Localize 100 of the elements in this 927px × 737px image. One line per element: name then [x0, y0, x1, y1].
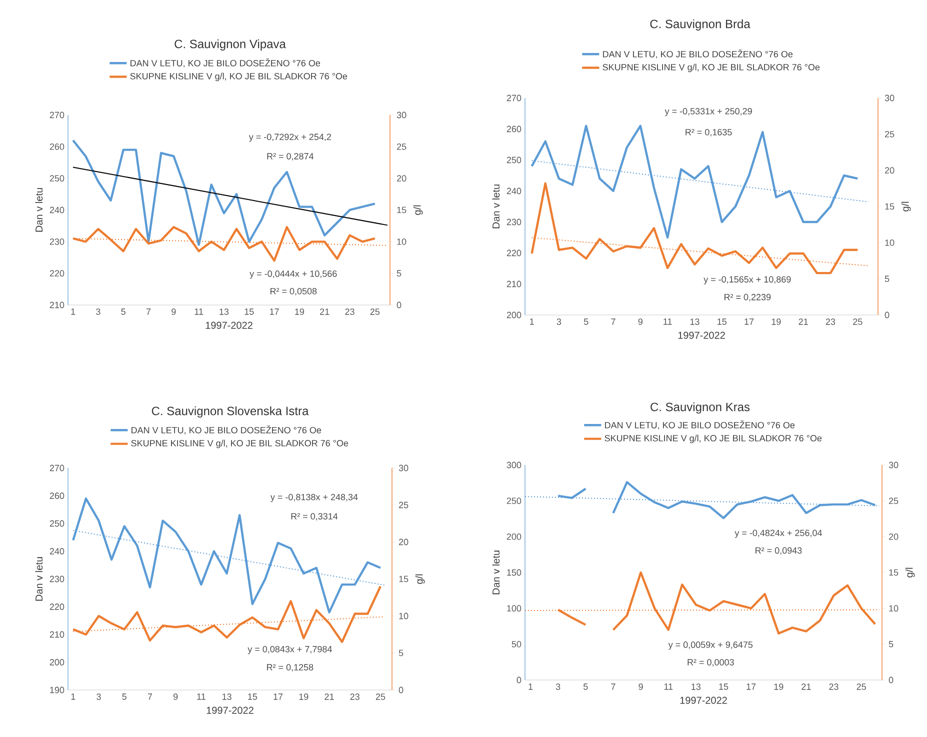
- y2-tick-label: 25: [396, 143, 406, 150]
- y-tick-label: 240: [506, 188, 522, 194]
- chart-title: C. Sauvignon Slovenska Istra: [152, 406, 309, 418]
- y-tick-label: 260: [50, 143, 64, 150]
- annotation: y = 0,0059x + 9,6475: [668, 642, 753, 650]
- y-tick-label: 200: [50, 659, 64, 666]
- chart-title: C. Sauvignon Vipava: [174, 39, 286, 51]
- x-tick-label: 23: [829, 684, 838, 690]
- legend-label: SKUPNE KISLINE V g/l, KO JE BIL SLADKOR 76 °Oe: [131, 440, 348, 448]
- y-tick-label: 250: [506, 498, 522, 504]
- x-tick-label: 25: [853, 318, 862, 325]
- y-axis-title: Dan v letu: [35, 188, 43, 232]
- annotation: y = 0,0843x + 7,7984: [248, 646, 332, 654]
- y-tick-label: 220: [50, 270, 64, 277]
- y2-axis-title: g/l: [415, 574, 425, 584]
- y-tick-label: 50: [512, 640, 522, 648]
- x-tick-label: 11: [197, 694, 206, 700]
- y2-tick-label: 15: [885, 203, 894, 210]
- x-tick-label: 3: [556, 318, 562, 325]
- y2-tick-label: 10: [397, 238, 406, 245]
- annotation: R² = 0,0943: [756, 547, 802, 555]
- x-tick-label: 17: [746, 684, 756, 690]
- y2-axis-title: g/l: [901, 202, 911, 212]
- legend-label: SKUPNE KISLINE V g/l, KO JE BIL SLADKOR 76 °Oe: [604, 434, 822, 444]
- x-tick-label: 7: [148, 694, 152, 700]
- x-tick-label: 9: [173, 694, 178, 700]
- legend-label: DAN V LETU, KO JE BILO DOSEŽENO °76 Oe: [605, 420, 795, 430]
- y-tick-label: 220: [50, 604, 64, 610]
- x-tick-label: 5: [121, 308, 126, 315]
- x-tick-label: 15: [244, 308, 254, 315]
- x-tick-label: 13: [690, 318, 700, 325]
- x-tick-label: 17: [274, 694, 283, 700]
- x-tick-label: 19: [774, 684, 784, 690]
- y-tick-label: 250: [506, 156, 522, 164]
- annotation: y = -0,0444x + 10,566: [250, 270, 337, 279]
- x-tick-label: 9: [172, 308, 176, 315]
- y2-axis-title: g/l: [413, 205, 423, 215]
- x-tick-label: 9: [638, 684, 643, 690]
- x-tick-label: 3: [556, 684, 560, 690]
- x-tick-label: 11: [664, 684, 673, 690]
- x-tick-label: 15: [718, 318, 726, 325]
- legend-label: DAN V LETU, KO JE BILO DOSEŽENO °76 Oe: [603, 49, 793, 58]
- x-tick-label: 7: [611, 318, 616, 325]
- y2-tick-label: 15: [399, 576, 408, 582]
- y2-tick-label: 10: [885, 239, 894, 246]
- x-tick-label: 13: [222, 694, 232, 700]
- annotation: R² = 0,1635: [686, 128, 732, 136]
- x-axis-title: 1997-2022: [678, 332, 725, 339]
- y2-tick-label: 5: [884, 276, 890, 282]
- x-tick-label: 21: [324, 694, 334, 700]
- annotation: R² = 0,2874: [267, 153, 314, 161]
- x-tick-label: 19: [299, 694, 308, 700]
- x-tick-label: 25: [370, 308, 380, 315]
- y-tick-label: 270: [506, 94, 522, 102]
- x-tick-label: 21: [802, 684, 811, 690]
- x-tick-label: 1: [71, 308, 76, 315]
- x-tick-label: 7: [611, 684, 616, 690]
- x-tick-label: 5: [122, 694, 126, 700]
- y-tick-label: 210: [506, 280, 522, 288]
- annotation: R² = 0,3314: [291, 513, 338, 521]
- x-tick-label: 23: [826, 318, 836, 325]
- y2-tick-label: 25: [398, 502, 408, 508]
- y2-tick-label: 0: [396, 302, 402, 308]
- legend-label: SKUPNE KISLINE V g/l, KO JE BIL SLADKOR 76 °Oe: [130, 72, 348, 82]
- y2-tick-label: 5: [396, 270, 402, 276]
- y2-tick-label: 5: [888, 641, 894, 648]
- y-tick-label: 210: [50, 631, 64, 638]
- x-tick-label: 1: [530, 318, 534, 325]
- x-tick-label: 15: [719, 684, 728, 690]
- y-tick-label: 0: [516, 676, 522, 684]
- annotation: R² = 0,2239: [724, 294, 771, 302]
- y2-tick-label: 0: [884, 312, 890, 318]
- y2-tick-label: 20: [884, 167, 894, 174]
- x-tick-label: 23: [345, 308, 354, 315]
- x-axis-title: 1997-2022: [206, 322, 252, 329]
- x-tick-label: 25: [856, 684, 866, 690]
- x-tick-label: 5: [584, 318, 588, 325]
- y2-tick-label: 0: [398, 686, 404, 694]
- annotation: y = -0,4824x + 256,04: [734, 530, 822, 538]
- y2-tick-label: 30: [398, 464, 408, 472]
- chart-title: C. Sauvignon Kras: [650, 402, 750, 414]
- x-tick-label: 21: [798, 318, 808, 325]
- x-tick-label: 9: [638, 318, 642, 325]
- y2-tick-label: 10: [399, 612, 408, 620]
- y-tick-label: 250: [50, 520, 64, 527]
- y-tick-label: 260: [50, 492, 64, 499]
- y2-tick-label: 30: [888, 462, 898, 468]
- y-tick-label: 230: [50, 576, 64, 582]
- y2-tick-label: 15: [889, 569, 898, 576]
- y-tick-label: 210: [50, 302, 64, 308]
- x-tick-label: 7: [146, 308, 151, 315]
- y2-tick-label: 20: [888, 533, 898, 540]
- x-tick-label: 21: [320, 308, 330, 315]
- x-tick-label: 15: [248, 694, 258, 700]
- x-tick-label: 13: [692, 684, 701, 690]
- x-tick-label: 3: [96, 308, 100, 315]
- y-tick-label: 220: [506, 250, 522, 256]
- x-tick-label: 1: [71, 694, 76, 700]
- y-tick-label: 200: [506, 312, 522, 318]
- legend-label: SKUPNE KISLINE V g/l, KO JE BIL SLADKOR 76 °Oe: [602, 64, 820, 72]
